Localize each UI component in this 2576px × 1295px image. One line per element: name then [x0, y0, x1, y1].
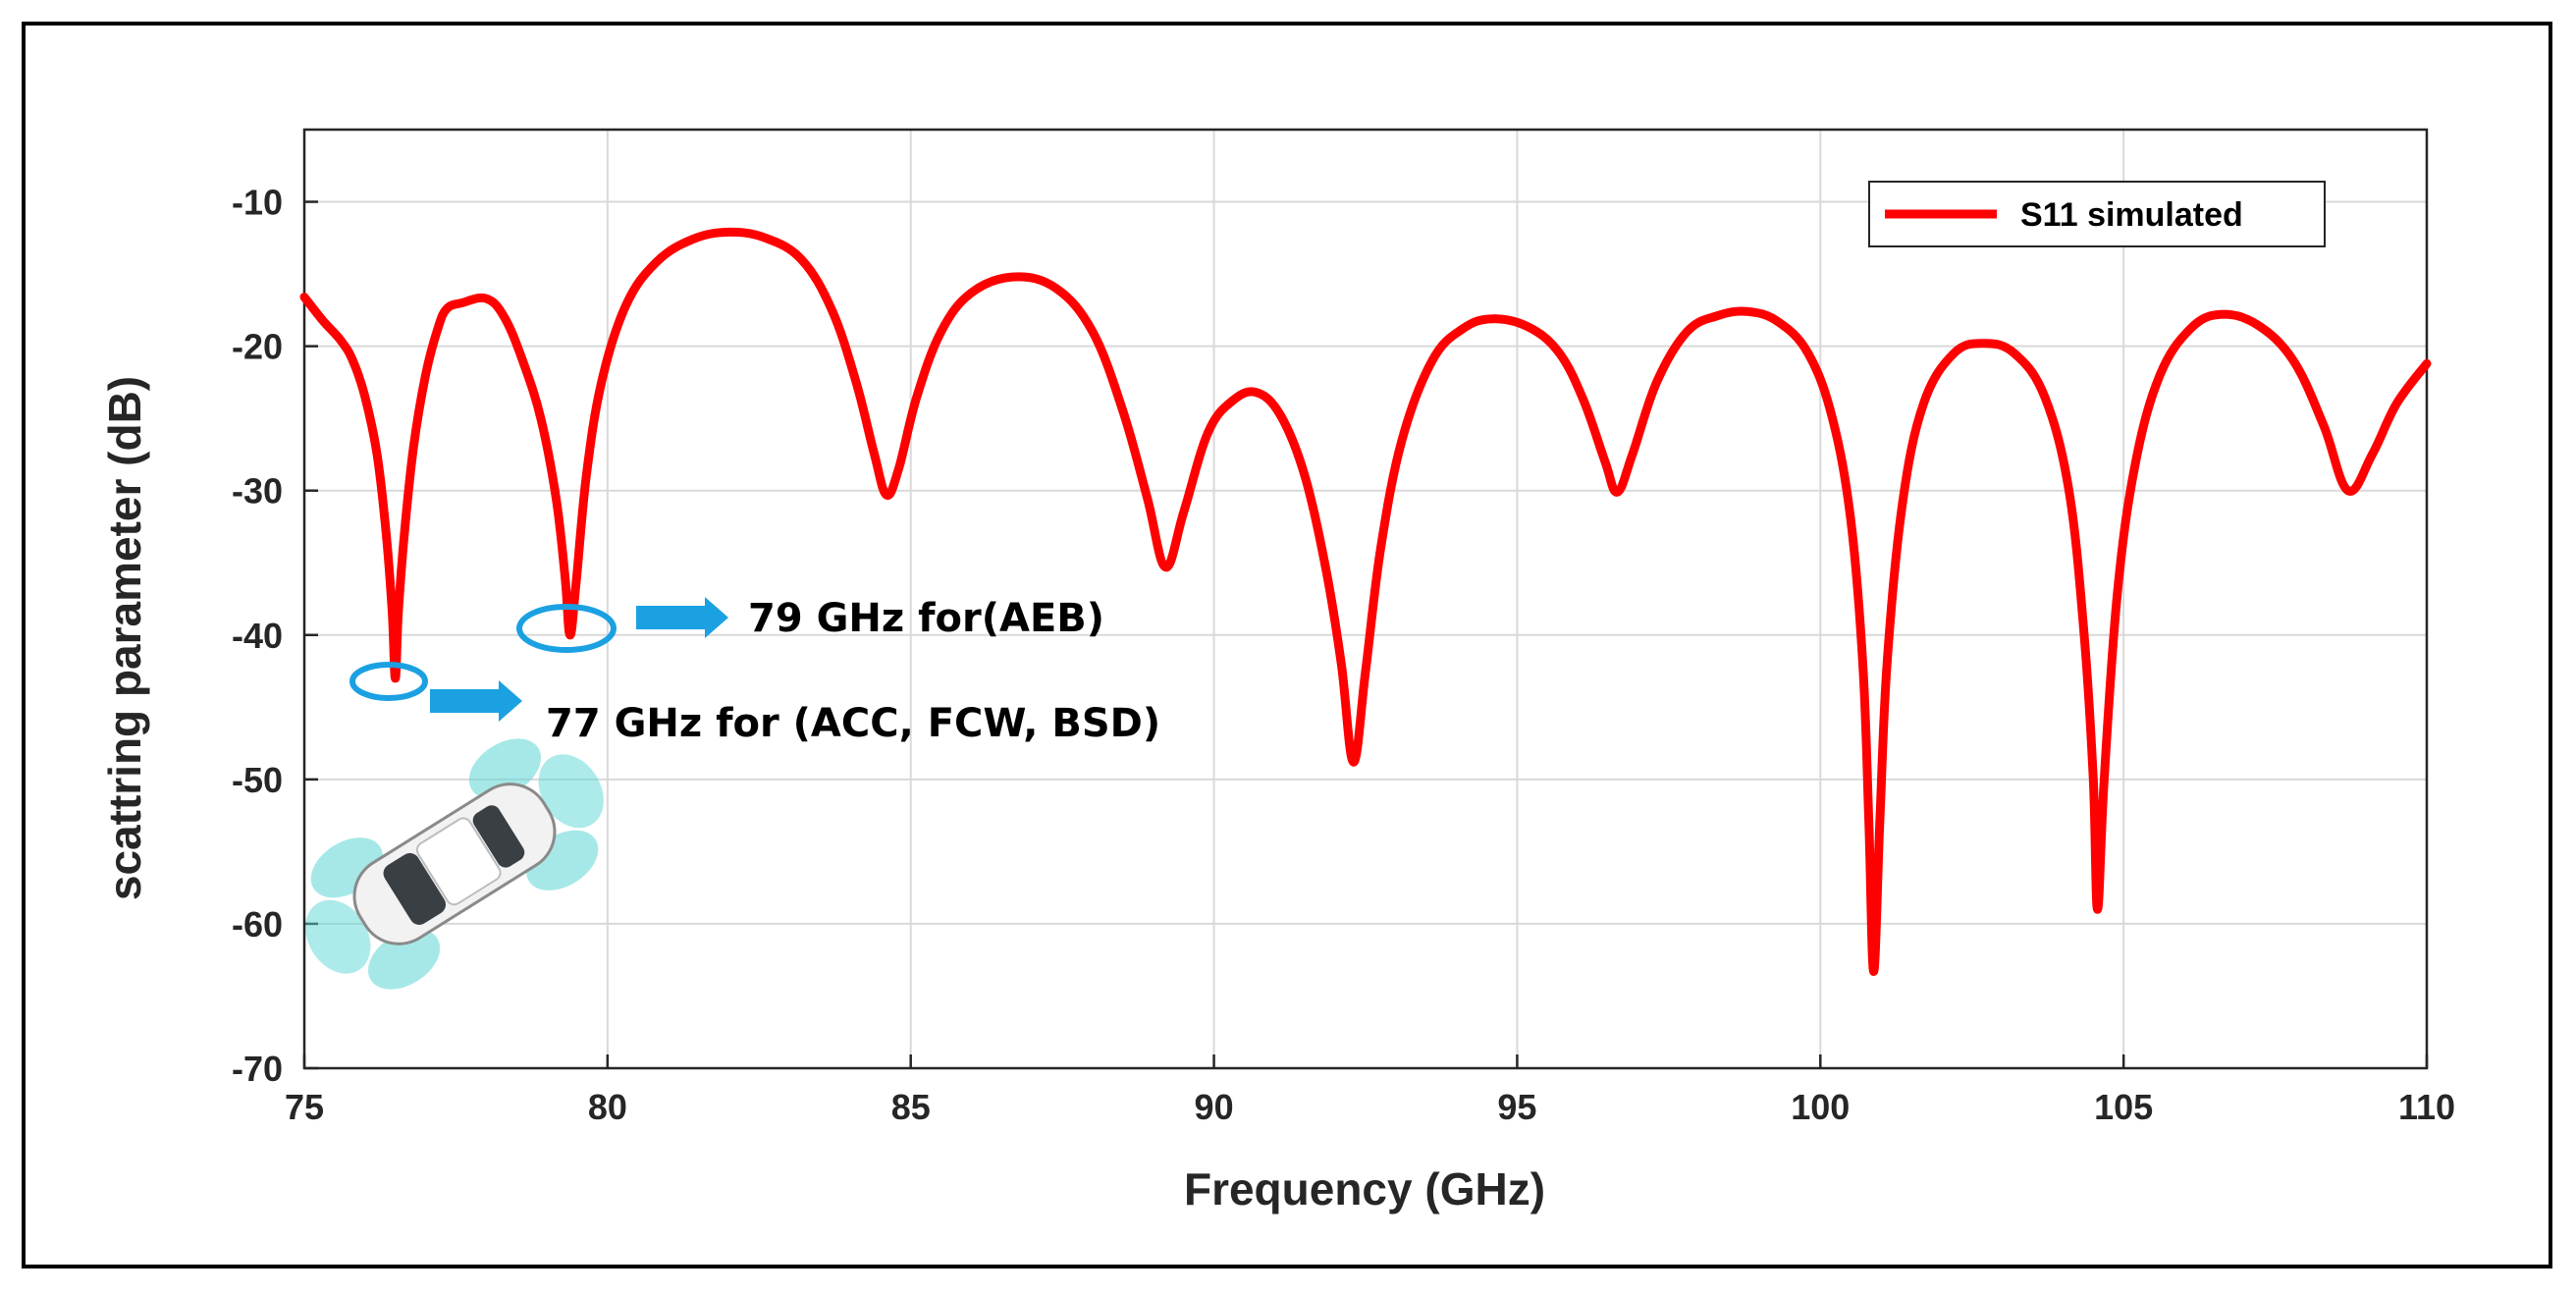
annotation-79ghz: 79 GHz for(AEB) — [748, 596, 1104, 641]
plot-area — [302, 128, 2429, 1070]
x-axis-label: Frequency (GHz) — [1184, 1163, 1545, 1214]
x-tick-label: 105 — [2094, 1087, 2153, 1127]
legend: S11 simulated — [1868, 181, 2326, 247]
arrow-79ghz — [636, 597, 728, 638]
marker-79ghz-circle — [516, 604, 617, 653]
annotation-77ghz: 77 GHz for (ACC, FCW, BSD) — [546, 701, 1160, 746]
y-tick-label: -70 — [232, 1049, 283, 1089]
y-tick-label: -40 — [232, 616, 283, 656]
car-rear-window — [472, 805, 525, 868]
series-layer — [299, 227, 2432, 976]
x-tick-label: 75 — [285, 1087, 324, 1127]
series-line-s11 — [299, 227, 2432, 976]
y-axis-label: scattring parameter (dB) — [99, 376, 150, 900]
legend-label: S11 simulated — [2020, 196, 2243, 234]
x-tick-label: 100 — [1791, 1087, 1850, 1127]
y-tick-label: -60 — [232, 904, 283, 944]
x-tick-label: 80 — [588, 1087, 627, 1127]
car-roof — [415, 817, 502, 906]
y-tick-label: -20 — [232, 327, 283, 367]
x-tick-label: 95 — [1497, 1087, 1536, 1127]
annotations: 79 GHz for(AEB) 77 GHz for (ACC, FCW, BS… — [349, 596, 1160, 746]
x-tick-label: 90 — [1195, 1087, 1234, 1127]
x-tick-label: 85 — [891, 1087, 931, 1127]
axis-ticks: 75 80 85 90 95 100 105 110 -10 -20 -30 -40 -50 -60 -70 — [232, 183, 2455, 1127]
grid — [303, 130, 2428, 1069]
marker-77ghz-circle — [349, 662, 428, 701]
car-illustration — [305, 738, 604, 990]
y-tick-label: -30 — [232, 471, 283, 512]
y-tick-label: -50 — [232, 760, 283, 800]
x-tick-label: 110 — [2398, 1087, 2455, 1127]
arrow-77ghz — [430, 680, 522, 722]
car-windshield — [383, 852, 447, 925]
y-tick-label: -10 — [232, 183, 283, 223]
